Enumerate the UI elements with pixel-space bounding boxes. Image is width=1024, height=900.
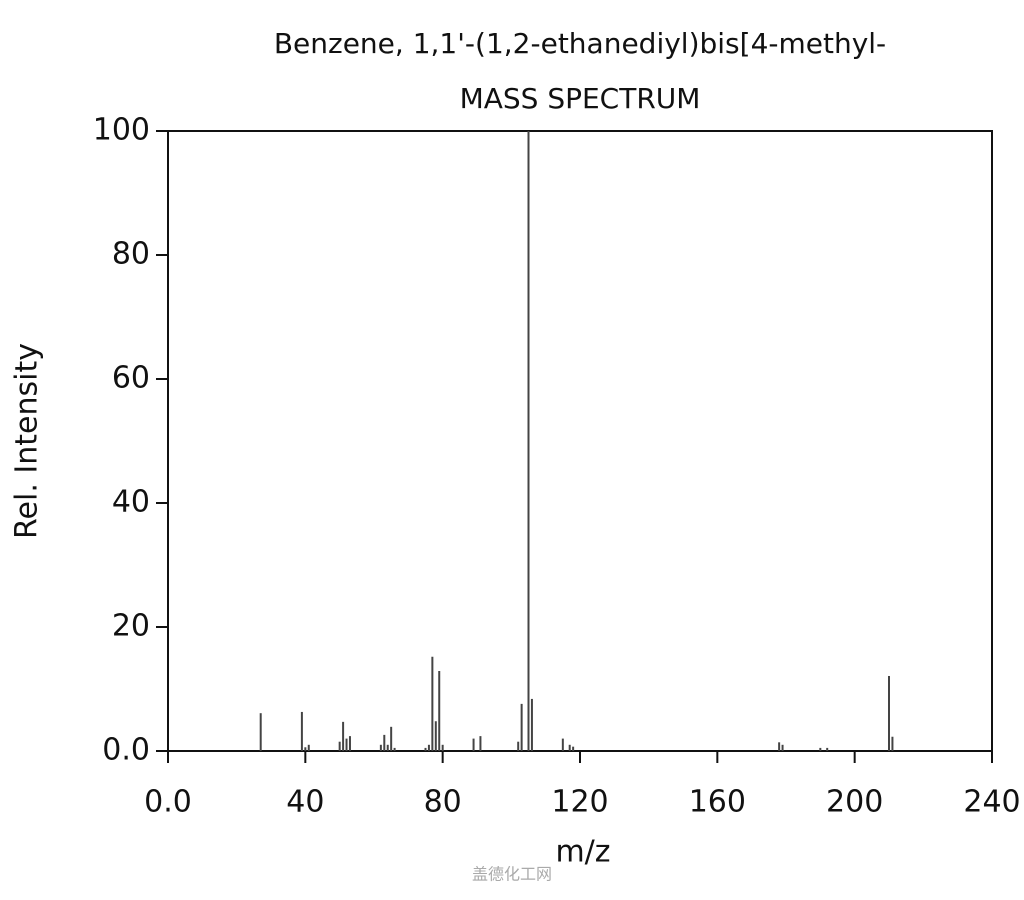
x-axis-label: m/z <box>555 835 610 870</box>
x-tick-label: 80 <box>424 785 462 820</box>
chart-subtitle: MASS SPECTRUM <box>460 82 701 115</box>
watermark: 盖德化工网 <box>472 865 552 884</box>
y-tick-label: 60 <box>112 361 150 396</box>
x-tick-label: 200 <box>826 785 883 820</box>
y-tick-label: 20 <box>112 609 150 644</box>
x-tick-label: 120 <box>551 785 608 820</box>
y-axis-label: Rel. Intensity <box>10 343 45 539</box>
y-tick-label: 100 <box>93 113 150 148</box>
plot-frame <box>167 130 993 752</box>
x-tick-label: 160 <box>689 785 746 820</box>
x-tick-label: 0.0 <box>144 785 192 820</box>
x-tick-label: 40 <box>286 785 324 820</box>
y-tick-label: 80 <box>112 237 150 272</box>
x-tick-label: 240 <box>963 785 1020 820</box>
y-tick-label: 40 <box>112 485 150 520</box>
y-tick-label: 0.0 <box>102 733 150 768</box>
chart-title: Benzene, 1,1'-(1,2-ethanediyl)bis[4-meth… <box>274 27 886 60</box>
